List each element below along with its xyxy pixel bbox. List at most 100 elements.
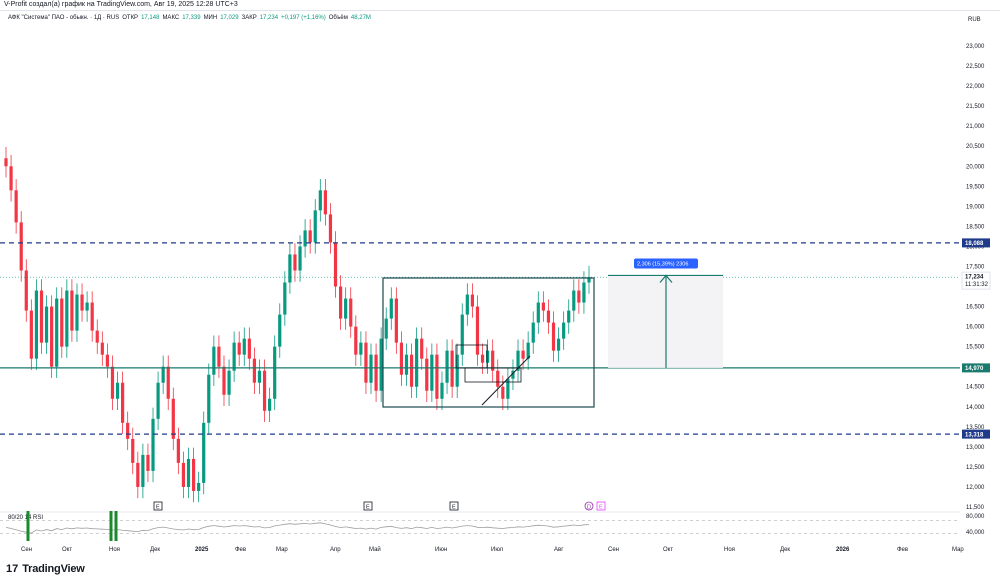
candle-body <box>217 346 221 367</box>
candle-body <box>374 354 378 391</box>
low-label: МИН <box>203 15 218 21</box>
earnings-marker-label: E <box>156 505 160 511</box>
measure-label-box <box>634 258 698 269</box>
time-tick-label: Сен <box>21 547 32 553</box>
candle-body <box>34 290 39 359</box>
candle-body <box>268 398 272 411</box>
price-tick-label: 23,000 <box>966 44 985 50</box>
symbol-name[interactable]: АФК "Система" ПАО - обыкн. · 1Д · RUS <box>8 15 120 21</box>
level-price-tag <box>962 363 990 373</box>
candle-body <box>9 166 13 191</box>
candle-body <box>359 342 363 355</box>
time-tick-label: Дек <box>150 547 160 553</box>
candle-body <box>455 354 459 387</box>
earnings-marker <box>449 501 459 511</box>
close-value: 17,234 <box>259 15 279 21</box>
rsi-tick-label: 80,000 <box>966 514 985 520</box>
price-tick-label: 22,000 <box>966 84 985 90</box>
candle-body <box>450 350 454 387</box>
price-tick-label: 14,500 <box>966 385 985 391</box>
candle-body <box>546 310 551 323</box>
candle-body <box>572 290 576 311</box>
candle-body <box>399 342 404 375</box>
candle-body <box>171 398 175 439</box>
rsi-label[interactable]: 80/20 14 RSI <box>8 515 44 521</box>
candle-body <box>176 438 180 463</box>
candle-body <box>283 282 287 315</box>
time-tick-label: Ноя <box>724 547 735 553</box>
level-price-tag <box>962 429 990 439</box>
candle-body <box>257 370 262 383</box>
candle-body <box>354 326 358 355</box>
candle-body <box>486 350 490 363</box>
rsi-signal-bar <box>109 511 113 541</box>
candle-body <box>141 454 145 487</box>
candle-body <box>567 310 571 323</box>
candle-body <box>415 338 419 387</box>
change-value: +0,197 (+1,16%) <box>281 15 326 21</box>
open-label: ОТКР <box>122 15 139 21</box>
candle-body <box>384 318 388 339</box>
candle-body <box>252 358 257 383</box>
candle-body <box>55 298 59 367</box>
price-tick-label: 16,500 <box>966 305 985 311</box>
time-tick-label: Июл <box>491 547 504 553</box>
candle-body <box>24 270 28 311</box>
upcoming-earnings-marker <box>596 501 606 511</box>
time-tick-label: 2025 <box>195 547 209 553</box>
time-tick-label: 2026 <box>836 547 850 553</box>
candle-body <box>582 282 586 303</box>
candle-body <box>379 338 383 391</box>
candle-body <box>445 350 449 383</box>
chart-panel[interactable] <box>0 10 1000 556</box>
candle-body <box>151 418 155 471</box>
candle-body <box>318 190 322 211</box>
rsi-signal-bar <box>114 511 118 541</box>
candle-body <box>409 354 414 387</box>
price-tick-label: 22,500 <box>966 64 985 70</box>
symbol-header: АФК "Система" ПАО - обыкн. · 1Д · RUS ОТ… <box>8 15 371 21</box>
candle-body <box>328 214 333 243</box>
high-value: 17,339 <box>182 15 201 21</box>
rsi-line <box>5 522 590 534</box>
candle-body <box>212 346 216 375</box>
low-value: 17,029 <box>220 15 239 21</box>
candle-body <box>100 342 104 355</box>
candle-body <box>323 190 327 215</box>
price-tick-label: 21,500 <box>966 104 985 110</box>
candle-body <box>298 246 302 271</box>
candle-body <box>131 438 135 463</box>
candle-body <box>105 354 109 367</box>
price-tick-label: 20,000 <box>966 164 985 170</box>
candle-body <box>166 366 170 399</box>
time-tick-label: Апр <box>330 547 341 553</box>
candle-body <box>207 374 211 423</box>
price-tick-label: 12,500 <box>966 465 985 471</box>
candle-body <box>293 254 297 271</box>
close-label: ЗАКР <box>241 15 257 21</box>
price-tick-label: 12,000 <box>966 485 985 491</box>
level-price-label: 14,970 <box>965 366 984 372</box>
candle-body <box>202 422 206 483</box>
rsi-signal-bar <box>26 511 30 541</box>
price-tick-label: 17,500 <box>966 264 985 270</box>
candle-body <box>39 290 44 343</box>
candle-body <box>156 382 160 419</box>
candle-body <box>227 370 231 395</box>
candle-body <box>344 298 348 319</box>
trend-line <box>481 355 531 406</box>
candle-body <box>237 342 241 355</box>
currency-label[interactable]: RUB <box>968 17 981 23</box>
candle-body <box>430 354 434 391</box>
measure-label: 2,306 (15,39%) 2306 <box>637 261 688 267</box>
candle-body <box>501 386 505 399</box>
time-tick-label: Ноя <box>109 547 120 553</box>
candle-body <box>541 302 545 311</box>
candle-body <box>80 294 84 311</box>
price-tick-label: 11,500 <box>966 505 985 511</box>
open-value: 17,148 <box>141 15 160 21</box>
candle-body <box>369 354 373 383</box>
candle-body <box>115 382 120 399</box>
candle-body <box>161 366 165 383</box>
price-chart[interactable]: 23,000 22,500 22,000 21,500 21,000 20,500 20,0… <box>0 0 1000 560</box>
